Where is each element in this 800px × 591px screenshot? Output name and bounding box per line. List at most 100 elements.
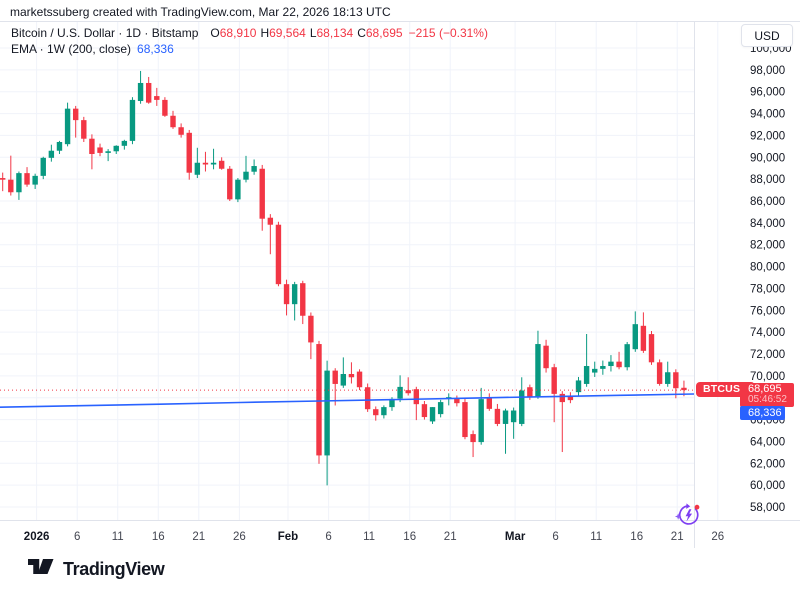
candle-body — [575, 380, 582, 393]
candle-body — [616, 361, 622, 368]
price-tick-label: 92,000 — [750, 130, 785, 142]
candle-body — [405, 390, 411, 394]
price-tick-label: 80,000 — [750, 262, 785, 274]
candlestick-chart[interactable]: 100,00098,00096,00094,00092,00090,00088,… — [0, 0, 800, 552]
candle-body — [316, 344, 322, 456]
price-tick-label: 74,000 — [750, 327, 785, 339]
open-label: O — [210, 26, 220, 40]
time-tick-label: 21 — [671, 531, 684, 543]
currency-unit-button[interactable]: USD — [741, 24, 793, 47]
price-tick-label: 90,000 — [750, 152, 785, 164]
candle-body — [202, 162, 209, 165]
candle-body — [583, 366, 590, 384]
candle-body — [97, 147, 103, 153]
change-value: −215 (−0.31%) — [408, 26, 488, 40]
close-label: C — [357, 26, 366, 40]
tradingview-logo[interactable]: TradingView — [28, 559, 165, 580]
time-tick-label: Feb — [278, 531, 298, 543]
candle-body — [308, 315, 314, 343]
candle-body — [291, 284, 298, 305]
candle-body — [559, 393, 565, 403]
time-tick-label: 11 — [112, 531, 124, 543]
price-tick-label: 84,000 — [750, 218, 785, 230]
candle-body — [640, 325, 647, 351]
candle-body — [543, 345, 549, 369]
indicator-name: EMA · 1W (200, close) — [11, 42, 132, 56]
replay-icon[interactable] — [674, 501, 702, 529]
replay-lightning-icon — [674, 503, 700, 525]
price-tick-label: 70,000 — [750, 371, 785, 383]
candle-body — [681, 387, 687, 391]
candle-body — [64, 108, 71, 145]
price-tick-label: 98,000 — [750, 65, 785, 77]
candle-body — [194, 162, 201, 175]
candle-body — [332, 370, 338, 384]
legend-symbol-row[interactable]: Bitcoin / U.S. Dollar · 1D · Bitstamp O68… — [11, 26, 488, 41]
candle-body — [454, 398, 460, 404]
candle-body — [324, 370, 330, 456]
candle-body — [486, 397, 492, 409]
candle-body — [145, 82, 152, 103]
candle-body — [32, 175, 38, 185]
ema-line — [0, 393, 695, 408]
candle-body — [137, 82, 144, 102]
candle-body — [470, 434, 476, 443]
price-tick-label: 86,000 — [750, 196, 785, 208]
candle-body — [437, 402, 444, 415]
candle-body — [267, 217, 274, 225]
candle-body — [413, 389, 420, 405]
bar-close-countdown: 05:46:52 — [748, 394, 787, 405]
price-tick-label: 76,000 — [750, 305, 785, 317]
candle-body — [373, 409, 379, 416]
candle-body — [48, 150, 55, 158]
candle-body — [389, 398, 395, 408]
candle-body — [519, 390, 525, 424]
candle-body — [162, 99, 168, 116]
candle-body — [275, 224, 282, 285]
candle-body — [0, 178, 6, 180]
candle-body — [551, 367, 557, 394]
candle-body — [170, 115, 176, 128]
price-tick-label: 72,000 — [750, 349, 785, 361]
time-tick-label: 16 — [152, 531, 165, 543]
candle-body — [227, 168, 233, 200]
tradingview-logomark-icon — [28, 559, 54, 574]
candle-body — [665, 372, 671, 384]
candle-body — [648, 334, 655, 363]
indicator-value: 68,336 — [137, 42, 174, 56]
candle-body — [16, 173, 22, 193]
candle-body — [121, 140, 128, 146]
symbol-title: Bitcoin / U.S. Dollar · 1D · Bitstamp — [11, 26, 199, 40]
time-tick-label: 11 — [590, 531, 602, 543]
chart-legend: Bitcoin / U.S. Dollar · 1D · Bitstamp O 68… — [11, 26, 488, 58]
candle-body — [340, 373, 347, 386]
candle-body — [154, 96, 160, 100]
candle-body — [283, 284, 290, 305]
candle-body — [81, 120, 87, 139]
candle-body — [673, 372, 679, 389]
price-tick-label: 82,000 — [750, 240, 785, 252]
time-tick-label: 26 — [233, 531, 246, 543]
price-tick-label: 96,000 — [750, 87, 785, 99]
candle-body — [567, 395, 574, 401]
candle-body — [494, 408, 501, 424]
tradingview-brand-text: TradingView — [63, 559, 165, 579]
candle-body — [210, 162, 217, 165]
candle-body — [8, 179, 14, 193]
time-tick-label: 11 — [363, 531, 375, 543]
price-tick-label: 94,000 — [750, 109, 785, 121]
legend-indicator-row[interactable]: EMA · 1W (200, close) 68,336 — [11, 42, 488, 57]
candle-body — [656, 362, 663, 384]
price-tick-label: 60,000 — [750, 480, 785, 492]
price-tick-label: 64,000 — [750, 436, 785, 448]
high-label: H — [260, 26, 270, 40]
candle-body — [600, 366, 606, 369]
candle-body — [243, 171, 249, 180]
time-tick-label: Mar — [505, 531, 526, 543]
candle-body — [462, 402, 468, 438]
candle-body — [429, 407, 436, 422]
candle-body — [72, 108, 79, 121]
price-tick-label: 62,000 — [750, 458, 785, 470]
time-tick-label: 16 — [403, 531, 416, 543]
low-label: L — [309, 26, 317, 40]
